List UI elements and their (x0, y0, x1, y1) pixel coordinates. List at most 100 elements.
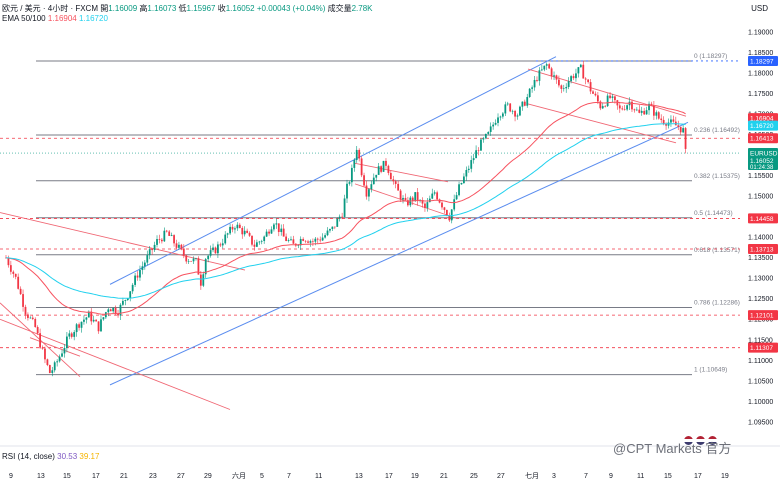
candle-body (499, 116, 502, 118)
channel-lower-line (109, 121, 689, 386)
candle-body (404, 197, 407, 201)
candle-body (470, 160, 473, 169)
candle-body (402, 197, 404, 200)
candle-body (258, 241, 261, 243)
candle-body (87, 311, 90, 318)
x-tick-label: 9 (609, 473, 613, 480)
low-label: 低 (178, 4, 187, 13)
candle-body (540, 69, 543, 71)
candle-body (343, 198, 346, 217)
candle-body (141, 266, 144, 271)
candle-body (531, 87, 534, 89)
x-tick-label: 11 (637, 473, 644, 480)
price-label-box (748, 213, 778, 224)
candle-body (565, 86, 568, 89)
candle-body (609, 95, 611, 98)
x-tick-label: 7 (584, 473, 588, 480)
candle-body (582, 64, 585, 79)
candle-body (148, 249, 151, 256)
candle-body (124, 300, 127, 301)
candle-body (139, 270, 141, 278)
candle-body (497, 117, 499, 123)
y-tick-label: 1.15500 (748, 173, 773, 180)
candle-body (618, 105, 621, 109)
candle-body (428, 198, 431, 203)
candle-body (19, 288, 22, 295)
candle-body (192, 258, 195, 262)
candle-body (27, 314, 29, 318)
y-tick-label: 1.10500 (748, 378, 773, 385)
candle-body (324, 235, 326, 238)
candle-body (90, 311, 93, 322)
candle-body (195, 258, 197, 259)
x-tick-label: 25 (470, 473, 478, 480)
candle-body (241, 228, 244, 235)
us-flag-icon[interactable] (696, 436, 705, 445)
us-flag-icon[interactable] (684, 436, 693, 445)
candle-body (626, 105, 629, 110)
candle-body (158, 239, 161, 240)
symbol-title[interactable]: 欧元 / 美元 · 4小时 · FXCM (2, 4, 98, 13)
candle-body (331, 226, 334, 229)
ema50-value: 1.16904 (47, 14, 77, 23)
y-tick-label: 1.12500 (748, 296, 773, 303)
candle-body (375, 174, 378, 178)
candle-body (268, 231, 270, 234)
candle-body (70, 333, 73, 337)
low-value: 1.15967 (186, 4, 216, 13)
y-tick-label: 1.19000 (748, 30, 773, 37)
candle-body (516, 115, 519, 117)
candle-body (24, 306, 27, 315)
candle-body (197, 258, 200, 275)
candle-body (212, 247, 214, 251)
candle-body (156, 239, 158, 245)
price-label: 1.11307 (750, 345, 773, 352)
ema-row[interactable]: EMA 50/100 1.16904 1.16720 (2, 14, 108, 23)
candle-body (453, 199, 456, 210)
candle-body (521, 101, 524, 107)
event-flags[interactable] (684, 432, 720, 450)
trend-line (0, 212, 246, 271)
candle-body (350, 167, 353, 183)
ohlc-row: 欧元 / 美元 · 4小时 · FXCM 開1.16009 高1.16073 低… (2, 3, 373, 14)
candle-body (126, 298, 129, 301)
candle-body (621, 108, 624, 110)
x-tick-label: 7 (287, 473, 291, 480)
candle-body (290, 239, 292, 241)
x-tick-label: 六月 (232, 471, 246, 480)
x-tick-label: 19 (721, 473, 729, 480)
candle-body (555, 75, 558, 80)
y-tick-label: 1.12000 (748, 317, 773, 324)
candle-body (545, 64, 548, 66)
price-label-box (748, 133, 778, 144)
y-tick-label: 1.09500 (748, 419, 773, 426)
x-tick-label: 21 (120, 473, 128, 480)
candle-body (204, 259, 207, 275)
y-tick-label: 1.17500 (748, 91, 773, 98)
candle-body (511, 110, 514, 112)
candle-body (217, 244, 219, 254)
candle-body (51, 370, 54, 374)
candle-body (348, 182, 351, 184)
rsi-legend[interactable]: RSI (14, close) 30.53 39.17 (2, 452, 99, 461)
watermark: @CPT Markets 官方 (613, 441, 732, 456)
candle-body (48, 365, 51, 374)
candle-body (519, 106, 521, 116)
candle-body (263, 236, 266, 241)
us-flag-icon[interactable] (708, 436, 717, 445)
candle-body (353, 160, 356, 168)
price-label-box (748, 243, 778, 254)
candle-body (78, 324, 80, 328)
price-label: 1.12101 (750, 313, 774, 320)
x-tick-label: 27 (497, 473, 505, 480)
x-tick-label: 3 (552, 473, 556, 480)
candle-body (160, 239, 163, 242)
ema100-value: 1.16720 (78, 14, 108, 23)
candle-body (424, 203, 426, 208)
candle-body (533, 79, 536, 88)
trend-line (29, 337, 81, 357)
candle-body (599, 101, 602, 109)
trend-line (527, 103, 677, 144)
candle-body (85, 317, 88, 320)
